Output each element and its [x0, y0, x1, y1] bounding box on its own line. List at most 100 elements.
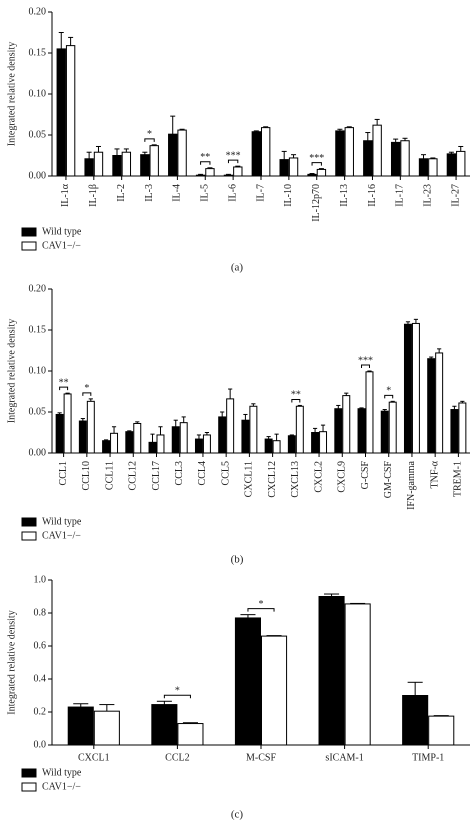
- x-tick-label: TREM-1: [453, 461, 464, 497]
- y-tick-label: 0.05: [29, 406, 47, 417]
- y-tick-label: 0.20: [29, 6, 47, 17]
- x-tick-label: CCL2: [165, 752, 189, 763]
- x-tick-label: IL-27: [450, 184, 461, 207]
- x-tick-label: CXCL2: [313, 461, 324, 493]
- legend-swatch: [21, 227, 37, 237]
- bar: [93, 710, 120, 746]
- bar: [84, 158, 94, 177]
- x-tick-label: CXCL13: [290, 461, 301, 498]
- bar: [156, 434, 165, 454]
- significance-bracket: [227, 159, 239, 164]
- y-tick-label: 0.15: [29, 324, 47, 335]
- y-tick-label: 0.8: [34, 607, 47, 618]
- bar: [403, 323, 412, 454]
- bar: [450, 409, 459, 454]
- legend-label: CAV1−/−: [42, 530, 81, 541]
- x-tick-label: GM-CSF: [383, 461, 394, 499]
- x-tick-label: IL-2: [116, 184, 127, 202]
- legend-swatch: [21, 782, 37, 792]
- significance-label: **: [59, 377, 69, 388]
- bar: [168, 133, 178, 177]
- significance-label: *: [147, 129, 152, 140]
- bar: [234, 617, 261, 746]
- y-tick-label: 0.15: [29, 47, 47, 58]
- bar: [261, 635, 288, 746]
- bar: [140, 154, 150, 177]
- x-tick-label: CCL11: [104, 461, 115, 490]
- bar: [279, 159, 289, 177]
- x-tick-label: CCL10: [81, 461, 92, 490]
- x-tick-label: IL-16: [367, 184, 378, 207]
- bar: [428, 158, 438, 177]
- bar: [110, 432, 119, 454]
- bar: [133, 422, 142, 454]
- bar: [427, 358, 436, 454]
- bar: [307, 173, 317, 177]
- x-tick-label: IL-3: [144, 184, 155, 202]
- y-tick-label: 0.0: [34, 739, 47, 750]
- bar: [411, 322, 420, 454]
- bar: [241, 419, 250, 454]
- bar: [93, 151, 104, 177]
- x-tick-label: IL-1β: [88, 184, 99, 207]
- bar: [311, 432, 320, 454]
- x-tick-label: CCL1: [58, 461, 69, 485]
- panel-caption: (a): [231, 262, 244, 274]
- bar: [233, 166, 243, 177]
- bar: [67, 706, 94, 746]
- legend-swatch: [21, 531, 37, 541]
- y-axis-label: Integrated relative density: [6, 610, 17, 714]
- bar: [428, 715, 455, 746]
- bar: [177, 723, 204, 746]
- bar: [264, 438, 273, 454]
- significance-bracket: [163, 694, 191, 699]
- bar: [400, 140, 410, 177]
- bar: [418, 158, 429, 177]
- bar: [446, 153, 457, 177]
- x-tick-label: IL-7: [255, 184, 266, 202]
- x-tick-label: TIMP-1: [412, 752, 444, 763]
- significance-label: *: [386, 386, 391, 397]
- bar: [195, 174, 206, 177]
- bar: [223, 174, 234, 177]
- y-tick-label: 1.0: [34, 574, 47, 585]
- bar: [402, 695, 429, 746]
- significance-bracket: [144, 138, 155, 142]
- significance-bracket: [384, 394, 394, 399]
- x-tick-label: CXCL12: [267, 461, 278, 498]
- bar: [287, 435, 296, 454]
- legend-swatch: [21, 768, 37, 778]
- bar: [179, 422, 188, 454]
- legend-label: CAV1−/−: [42, 240, 81, 251]
- y-tick-label: 0.05: [29, 129, 47, 140]
- legend-label: Wild type: [42, 767, 82, 778]
- bar: [390, 141, 401, 177]
- x-tick-label: CCL17: [151, 461, 162, 490]
- x-tick-label: IL-5: [200, 184, 211, 202]
- bar: [458, 402, 467, 454]
- bar: [335, 130, 345, 177]
- bar: [177, 129, 187, 177]
- bar: [226, 398, 235, 454]
- x-tick-label: IL-4: [172, 184, 183, 202]
- y-tick-label: 0.4: [34, 673, 47, 684]
- bar: [363, 140, 373, 177]
- x-tick-label: IL-13: [339, 184, 350, 207]
- bar: [365, 371, 374, 454]
- significance-bracket: [59, 386, 69, 391]
- panel-caption: (c): [231, 809, 244, 821]
- legend-swatch: [21, 241, 37, 251]
- bar: [86, 400, 95, 454]
- y-tick-label: 0.10: [29, 365, 47, 376]
- legend-label: Wild type: [42, 226, 82, 237]
- x-tick-label: IL-23: [422, 184, 433, 207]
- x-tick-label: IFN-gamma: [406, 460, 417, 509]
- bar: [171, 426, 180, 454]
- y-tick-label: 0.00: [29, 447, 47, 458]
- significance-bracket: [82, 392, 92, 396]
- legend-label: CAV1−/−: [42, 781, 81, 792]
- x-tick-label: CCL3: [174, 461, 185, 485]
- bar: [295, 405, 304, 454]
- significance-bracket: [361, 364, 370, 368]
- significance-label: ***: [309, 153, 324, 164]
